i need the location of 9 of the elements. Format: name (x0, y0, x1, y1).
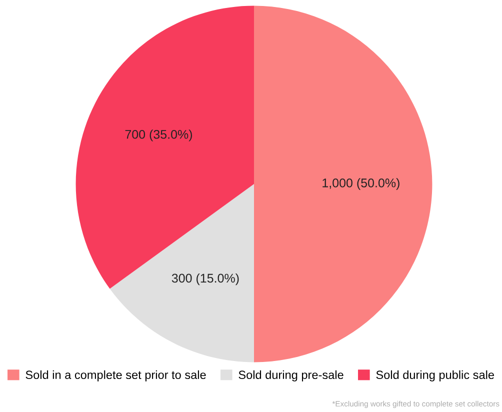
legend-label: Sold during public sale (376, 370, 494, 382)
pie-slice (76, 6, 254, 289)
legend-label: Sold during pre-sale (238, 370, 344, 382)
legend-label: Sold in a complete set prior to sale (26, 370, 206, 382)
data-label: 1,000 (50.0%) (322, 178, 400, 190)
pie-slice (110, 184, 254, 362)
data-label: 700 (35.0%) (125, 130, 192, 142)
pie-slice (254, 6, 432, 362)
data-label: 300 (15.0%) (172, 273, 239, 286)
